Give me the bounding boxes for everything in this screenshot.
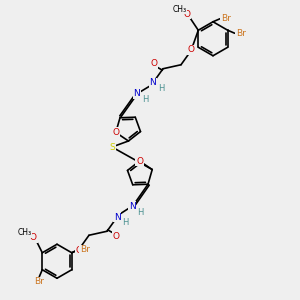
Text: O: O (112, 128, 119, 137)
Text: H: H (142, 95, 148, 104)
Text: O: O (136, 157, 143, 166)
Text: O: O (112, 232, 119, 241)
Text: H: H (122, 218, 128, 227)
Text: CH₃: CH₃ (172, 5, 186, 14)
Text: N: N (134, 89, 140, 98)
Text: N: N (150, 78, 156, 87)
Text: O: O (76, 246, 82, 255)
Text: Br: Br (221, 14, 231, 23)
Text: H: H (137, 208, 143, 217)
Text: H: H (158, 84, 164, 93)
Text: CH₃: CH₃ (17, 228, 31, 237)
Text: O: O (184, 10, 191, 19)
Text: O: O (188, 45, 194, 54)
Text: N: N (129, 202, 135, 211)
Text: Br: Br (236, 29, 246, 38)
Text: O: O (30, 233, 37, 242)
Text: Br: Br (80, 245, 90, 254)
Text: O: O (151, 59, 158, 68)
Text: S: S (109, 142, 115, 152)
Text: Br: Br (34, 277, 44, 286)
Text: N: N (114, 213, 120, 222)
